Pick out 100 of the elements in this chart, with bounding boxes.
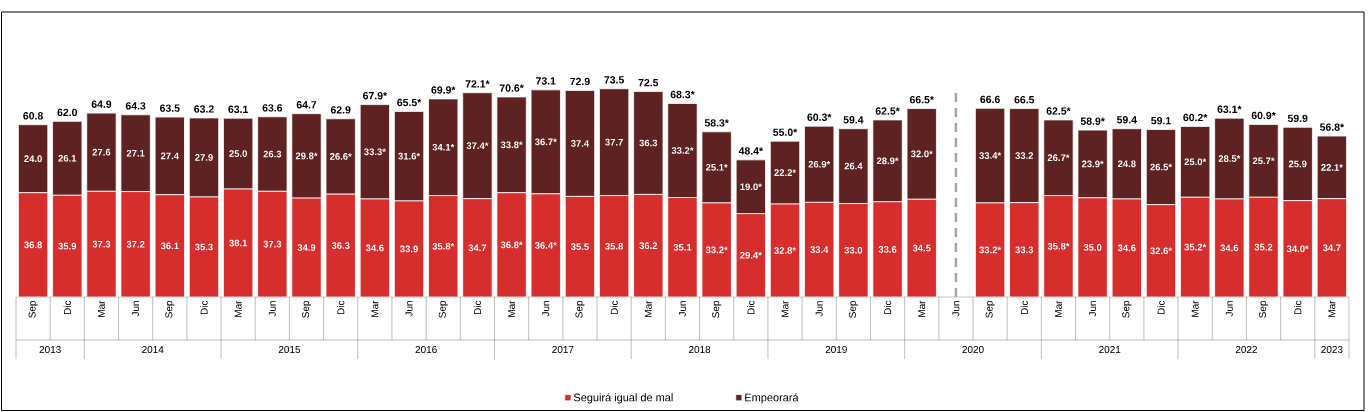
legend-label: Seguirá igual de mal [573, 393, 673, 404]
total-label: 64.7 [296, 101, 317, 109]
x-tick-label: Mar [644, 300, 652, 317]
x-tick-label: Sep [1122, 300, 1132, 318]
data-label: 35.8 [605, 242, 624, 250]
x-tick-label: Jun [268, 301, 276, 317]
text: 2015 [278, 345, 301, 354]
x-tick-label: Dic [747, 300, 755, 315]
data-label: 36.4* [534, 242, 557, 249]
data-label: 36.7* [534, 138, 557, 146]
data-label: 35.2* [1184, 243, 1207, 251]
text: 2019 [825, 345, 847, 354]
data-label: 33.0 [844, 246, 863, 254]
total-label: 72.5 [638, 78, 659, 87]
data-label: 32.8* [774, 247, 797, 254]
total-label: 66.5* [909, 95, 934, 104]
data-label: 24.8 [1117, 160, 1136, 168]
data-label: 34.7 [1322, 244, 1341, 252]
x-tick-label: Dic [1020, 300, 1028, 315]
total-label: 66.6 [980, 95, 1000, 104]
data-label: 36.8* [500, 241, 523, 249]
x-tick-label: Dic [337, 300, 345, 315]
data-label: 22.1* [1321, 164, 1343, 171]
data-label: 33.2* [705, 246, 728, 254]
total-label: 62.0 [57, 108, 78, 117]
data-label: 36.3 [639, 139, 658, 147]
total-label: 58.3* [704, 119, 729, 127]
legend-label: Empeorará [745, 393, 799, 404]
x-tick-label: Mar [97, 300, 105, 317]
data-label: 35.9 [58, 242, 77, 250]
total-label: 62.9 [330, 106, 351, 114]
total-label: 72.1* [465, 80, 490, 88]
data-label: 35.8* [432, 242, 455, 250]
data-label: 32.6* [1150, 247, 1173, 255]
data-label: 37.4 [570, 140, 590, 147]
data-label: 34.6 [365, 244, 384, 252]
data-label: 19.0* [740, 183, 762, 191]
data-label: 26.9* [808, 160, 831, 168]
total-label: 66.5 [1014, 95, 1035, 104]
data-label: 25.1* [705, 164, 728, 171]
x-tick-label: Mar [1054, 300, 1062, 317]
data-label: 27.4 [160, 152, 179, 160]
total-label: 48.4* [738, 147, 764, 155]
data-label: 26.3 [263, 150, 282, 158]
data-label: 35.3 [194, 243, 213, 251]
total-label: 56.8* [1319, 123, 1345, 131]
total-label: 63.5 [160, 104, 180, 112]
x-tick-label: Jun [132, 301, 140, 317]
total-label: 60.9* [1251, 111, 1276, 120]
data-label: 33.4* [979, 152, 1002, 159]
x-tick-label: Jun [542, 301, 550, 317]
data-label: 35.8* [1047, 242, 1070, 250]
text: 2018 [688, 345, 711, 354]
data-label: 25.7* [1252, 157, 1275, 165]
data-label: 34.6 [1220, 244, 1239, 252]
data-label: 36.8 [24, 241, 42, 249]
total-label: 59.9 [1287, 114, 1308, 123]
data-label: 36.1 [160, 242, 179, 250]
data-label: 35.1 [673, 243, 692, 251]
data-label: 35.2 [1254, 243, 1273, 251]
data-label: 34.5 [912, 244, 931, 252]
x-tick-label: Sep [848, 300, 858, 318]
data-label: 26.5* [1150, 163, 1173, 171]
x-tick-label: Sep [1259, 300, 1269, 318]
data-label: 35.5 [570, 243, 589, 251]
text: 2023 [1321, 345, 1343, 354]
data-label: 26.1 [58, 154, 77, 162]
data-label: 27.9 [195, 154, 213, 161]
x-tick-label: Dic [883, 300, 892, 315]
data-label: 33.8* [500, 141, 523, 149]
x-tick-label: Jun [405, 301, 413, 317]
data-label: 34.9 [297, 244, 316, 251]
total-label: 73.5 [604, 76, 624, 84]
total-label: 72.9 [570, 77, 590, 86]
data-label: 25.0* [1184, 158, 1207, 166]
total-label: 55.0* [773, 128, 798, 136]
total-label: 60.2* [1183, 113, 1208, 122]
total-label: 63.1 [228, 105, 249, 113]
total-label: 73.1 [536, 77, 556, 85]
total-label: 62.5* [875, 107, 900, 115]
total-label: 65.5* [397, 98, 422, 107]
x-tick-label: Sep [438, 300, 448, 318]
x-tick-label: Mar [781, 300, 789, 317]
total-label: 62.5* [1046, 107, 1071, 115]
data-label: 34.6 [1117, 244, 1136, 252]
data-label: 36.3 [331, 242, 350, 249]
x-tick-label: Jun [1225, 301, 1233, 317]
total-label: 63.2 [194, 105, 214, 113]
data-label: 25.0 [229, 150, 247, 157]
data-label: 34.0* [1286, 245, 1309, 253]
data-label: 26.7* [1047, 154, 1070, 162]
total-label: 64.3 [125, 102, 146, 110]
data-label: 37.7 [605, 138, 623, 146]
data-label: 35.0 [1083, 244, 1102, 251]
data-label: 33.2* [979, 246, 1002, 254]
total-label: 67.9* [363, 92, 388, 100]
data-label: 22.2* [774, 169, 797, 176]
total-label: 60.8 [23, 112, 43, 120]
text: 2017 [552, 345, 574, 354]
text: 2021 [1099, 345, 1121, 354]
